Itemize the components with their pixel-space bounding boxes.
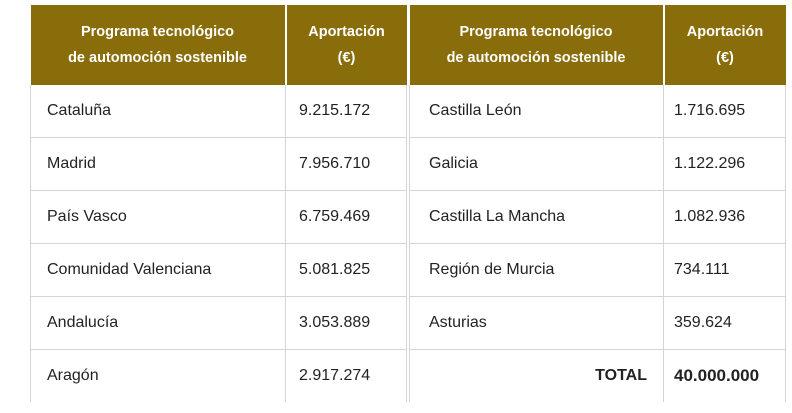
region-cell: Andalucía — [30, 296, 286, 350]
header-program-line1: Programa tecnológico — [459, 24, 613, 40]
region-cell: Castilla La Mancha — [409, 190, 664, 244]
amount-cell: 6.759.469 — [285, 190, 407, 244]
table-header-row: Programa tecnológico de automoción soste… — [30, 5, 407, 85]
region-cell: Asturias — [409, 296, 664, 350]
amount-cell: 359.624 — [663, 296, 786, 350]
table-row: Asturias 359.624 — [409, 296, 786, 350]
amount-cell: 9.215.172 — [285, 85, 407, 138]
table-row: Cataluña 9.215.172 — [30, 85, 407, 138]
total-amount: 40.000.000 — [663, 349, 786, 402]
header-amount-line2: (€) — [337, 50, 356, 66]
table-row: Andalucía 3.053.889 — [30, 296, 407, 350]
column-header-program: Programa tecnológico de automoción soste… — [30, 5, 287, 85]
column-header-amount: Aportación (€) — [285, 5, 407, 85]
region-cell: Cataluña — [30, 85, 286, 138]
header-amount-line1: Aportación — [686, 24, 764, 40]
region-cell: Región de Murcia — [409, 243, 664, 297]
header-program-line1: Programa tecnológico — [80, 24, 235, 40]
region-cell: Galicia — [409, 137, 664, 191]
region-cell: Comunidad Valenciana — [30, 243, 286, 297]
total-row: TOTAL 40.000.000 — [409, 349, 786, 402]
table-row: Comunidad Valenciana 5.081.825 — [30, 243, 407, 297]
header-program-line2: de automoción sostenible — [68, 50, 247, 66]
region-cell: Aragón — [30, 349, 286, 402]
header-program-line2: de automoción sostenible — [446, 50, 626, 66]
amount-cell: 1.082.936 — [663, 190, 786, 244]
region-cell: Madrid — [30, 137, 286, 191]
total-label: TOTAL — [409, 349, 664, 402]
amount-cell: 7.956.710 — [285, 137, 407, 191]
header-amount-line2: (€) — [716, 50, 734, 66]
funding-table-right: Programa tecnológico de automoción soste… — [409, 5, 786, 402]
column-header-program: Programa tecnológico de automoción soste… — [409, 5, 665, 85]
amount-cell: 5.081.825 — [285, 243, 407, 297]
table-row: País Vasco 6.759.469 — [30, 190, 407, 244]
amount-cell: 3.053.889 — [285, 296, 407, 350]
header-amount-line1: Aportación — [308, 24, 385, 40]
column-header-amount: Aportación (€) — [663, 5, 786, 85]
table-row: Castilla La Mancha 1.082.936 — [409, 190, 786, 244]
table-header-row: Programa tecnológico de automoción soste… — [409, 5, 786, 85]
table-row: Castilla León 1.716.695 — [409, 85, 786, 138]
table-row: Región de Murcia 734.111 — [409, 243, 786, 297]
region-cell: Castilla León — [409, 85, 664, 138]
region-cell: País Vasco — [30, 190, 286, 244]
table-row: Aragón 2.917.274 — [30, 349, 407, 402]
amount-cell: 1.122.296 — [663, 137, 786, 191]
table-row: Madrid 7.956.710 — [30, 137, 407, 191]
funding-table-left: Programa tecnológico de automoción soste… — [30, 5, 407, 402]
amount-cell: 1.716.695 — [663, 85, 786, 138]
table-row: Galicia 1.122.296 — [409, 137, 786, 191]
amount-cell: 2.917.274 — [285, 349, 407, 402]
amount-cell: 734.111 — [663, 243, 786, 297]
